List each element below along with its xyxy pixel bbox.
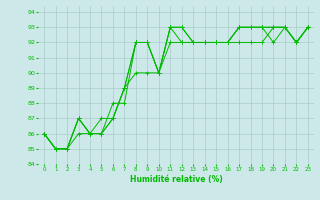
X-axis label: Humidité relative (%): Humidité relative (%) bbox=[130, 175, 222, 184]
